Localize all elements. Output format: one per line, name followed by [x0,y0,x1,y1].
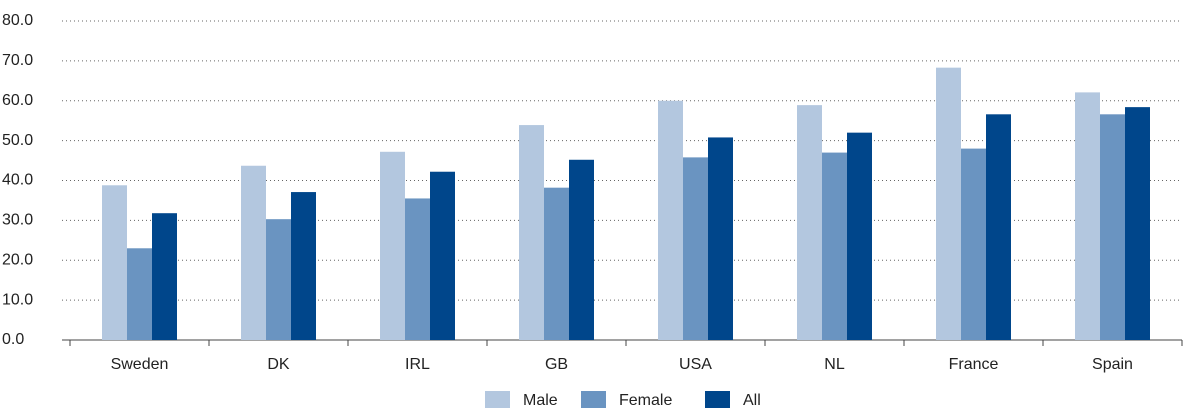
y-tick-label: 20.0 [2,251,33,268]
bar [1075,92,1100,340]
bar [430,171,455,340]
x-tick-label: NL [824,356,845,373]
bar [936,67,961,340]
bar [544,187,569,340]
x-tick-label: IRL [405,356,430,373]
legend-label: Female [619,392,672,409]
legend-swatch [581,391,606,408]
bar [519,125,544,340]
bar [797,105,822,340]
y-tick-label: 50.0 [2,132,33,149]
legend-label: All [743,392,761,409]
x-tick-label: GB [545,356,568,373]
y-tick-label: 10.0 [2,291,33,308]
bar [961,148,986,340]
bar [847,132,872,340]
bar [102,185,127,340]
bar [380,151,405,340]
bar [152,213,177,340]
y-tick-label: 30.0 [2,212,33,229]
bar [658,100,683,340]
x-tick-label: Sweden [111,356,169,373]
y-tick-label: 40.0 [2,172,33,189]
bar [266,219,291,340]
bar [405,198,430,340]
bar [291,192,316,340]
bar [127,248,152,340]
x-tick-label: USA [679,356,712,373]
bar [241,165,266,340]
y-tick-label: 60.0 [2,92,33,109]
legend-label: Male [523,392,558,409]
x-tick-label: Spain [1092,356,1133,373]
y-tick-label: 80.0 [2,12,33,29]
bar [1100,114,1125,341]
y-tick-label: 0.0 [2,331,24,348]
x-tick-label: France [949,356,999,373]
bar [683,157,708,340]
legend-swatch [485,391,510,408]
bar [1125,107,1150,340]
bar [708,137,733,340]
x-tick-label: DK [267,356,290,373]
y-tick-label: 70.0 [2,52,33,69]
legend-swatch [705,391,730,408]
bar [822,152,847,340]
bar [569,159,594,340]
bar [986,114,1011,341]
